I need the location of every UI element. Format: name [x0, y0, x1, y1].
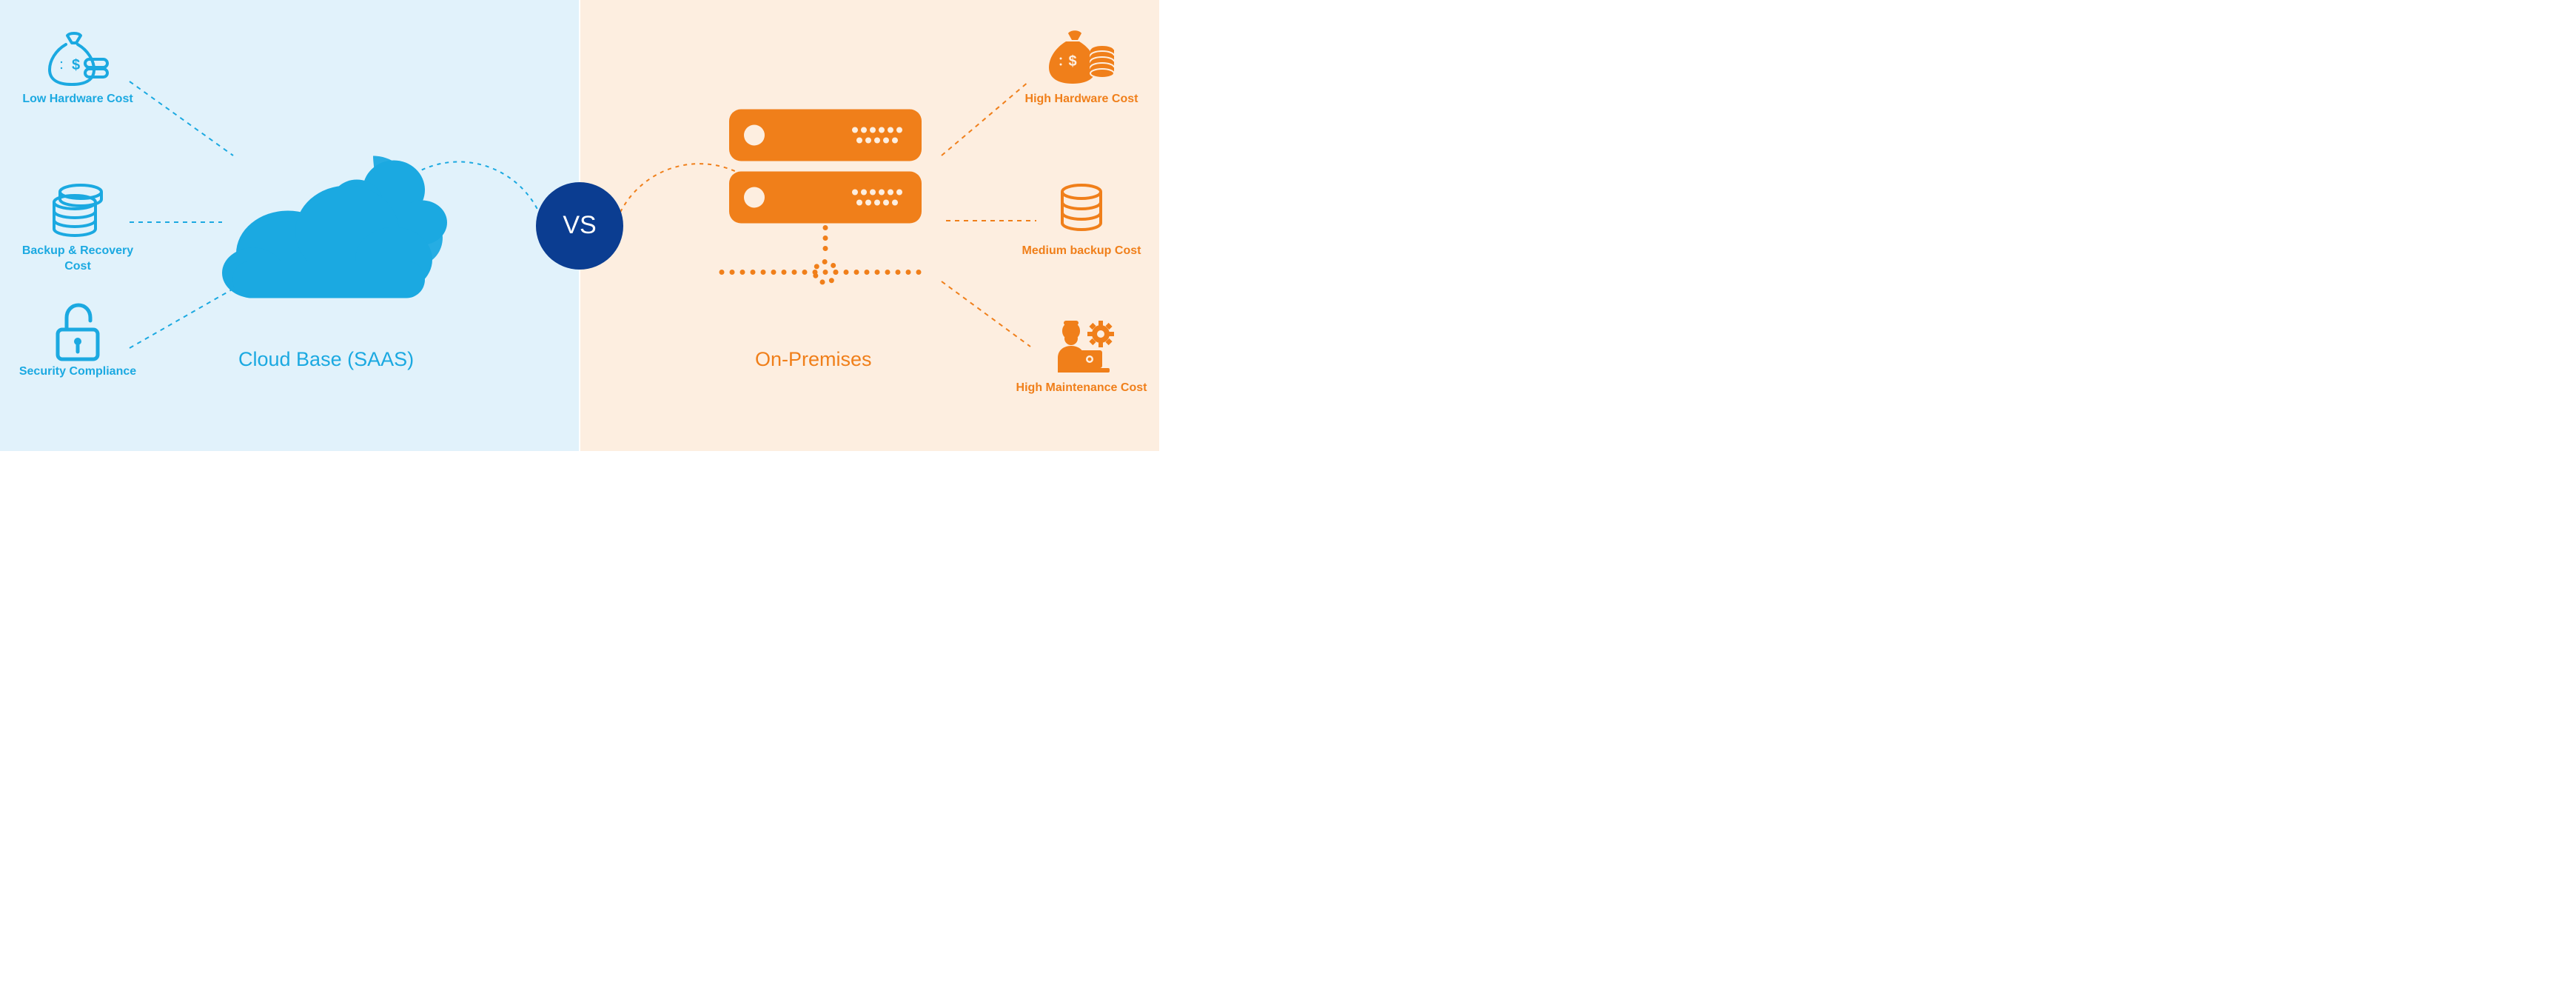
- db-stack-icon: [11, 181, 144, 239]
- feature-backup-recovery-cost: Backup & Recovery Cost: [11, 181, 144, 275]
- title-cloud: Cloud Base (SAAS): [238, 348, 414, 371]
- title-onprem: On-Premises: [755, 348, 872, 371]
- feature-security-compliance: Security Compliance: [11, 302, 144, 380]
- feature-high-maintenance-cost: High Maintenance Cost: [1015, 318, 1148, 396]
- cloud-icon: [218, 135, 455, 316]
- feature-medium-backup-cost: Medium backup Cost: [1015, 181, 1148, 259]
- svg-text:$: $: [72, 57, 80, 73]
- feature-label: High Hardware Cost: [1015, 92, 1148, 107]
- feature-label: Security Compliance: [11, 364, 144, 380]
- svg-text:$: $: [1068, 53, 1076, 70]
- feature-high-hardware-cost: $ High Hardware Cost: [1015, 30, 1148, 107]
- feature-label: Medium backup Cost: [1015, 244, 1148, 259]
- money-bag-icon: $: [1015, 30, 1148, 87]
- feature-low-hardware-cost: $ Low Hardware Cost: [11, 30, 144, 107]
- padlock-open-icon: [11, 302, 144, 360]
- server-icon: [707, 95, 944, 321]
- feature-label: Low Hardware Cost: [11, 92, 144, 107]
- maintenance-worker-icon: [1015, 318, 1148, 376]
- db-stack-icon: [1015, 181, 1148, 239]
- feature-label: High Maintenance Cost: [1015, 381, 1148, 396]
- vs-badge: VS: [536, 182, 623, 270]
- money-bag-icon: $: [11, 30, 144, 87]
- vs-label: VS: [563, 211, 596, 240]
- feature-label: Backup & Recovery Cost: [11, 244, 144, 275]
